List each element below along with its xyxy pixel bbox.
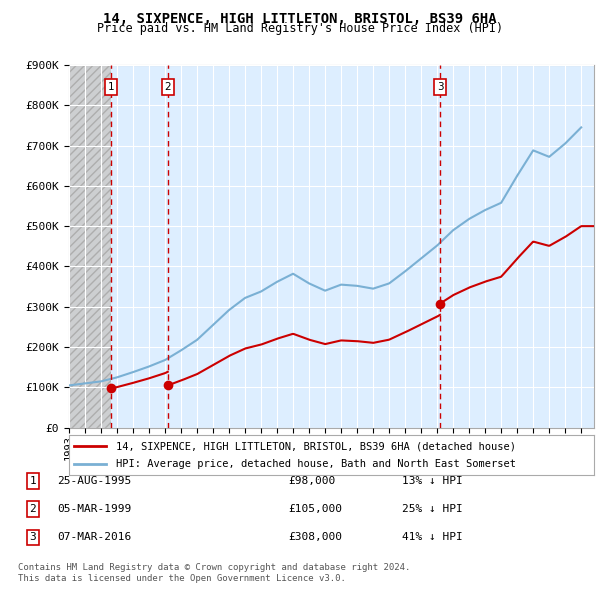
Text: 2: 2 (164, 82, 171, 92)
Text: 41% ↓ HPI: 41% ↓ HPI (402, 533, 463, 542)
Text: 1: 1 (108, 82, 115, 92)
Text: 07-MAR-2016: 07-MAR-2016 (57, 533, 131, 542)
Text: 1: 1 (29, 476, 37, 486)
Text: £98,000: £98,000 (288, 476, 335, 486)
Text: 05-MAR-1999: 05-MAR-1999 (57, 504, 131, 514)
Text: 14, SIXPENCE, HIGH LITTLETON, BRISTOL, BS39 6HA: 14, SIXPENCE, HIGH LITTLETON, BRISTOL, B… (103, 12, 497, 26)
Text: Price paid vs. HM Land Registry's House Price Index (HPI): Price paid vs. HM Land Registry's House … (97, 22, 503, 35)
Text: 25% ↓ HPI: 25% ↓ HPI (402, 504, 463, 514)
Bar (69, 65, 112, 428)
Text: 25-AUG-1995: 25-AUG-1995 (57, 476, 131, 486)
Text: Contains HM Land Registry data © Crown copyright and database right 2024.: Contains HM Land Registry data © Crown c… (18, 563, 410, 572)
Text: HPI: Average price, detached house, Bath and North East Somerset: HPI: Average price, detached house, Bath… (116, 458, 516, 468)
Text: 3: 3 (437, 82, 443, 92)
Text: 13% ↓ HPI: 13% ↓ HPI (402, 476, 463, 486)
Text: 2: 2 (29, 504, 37, 514)
Text: £308,000: £308,000 (288, 533, 342, 542)
Text: This data is licensed under the Open Government Licence v3.0.: This data is licensed under the Open Gov… (18, 574, 346, 583)
Text: 14, SIXPENCE, HIGH LITTLETON, BRISTOL, BS39 6HA (detached house): 14, SIXPENCE, HIGH LITTLETON, BRISTOL, B… (116, 441, 516, 451)
Text: 3: 3 (29, 533, 37, 542)
Text: £105,000: £105,000 (288, 504, 342, 514)
